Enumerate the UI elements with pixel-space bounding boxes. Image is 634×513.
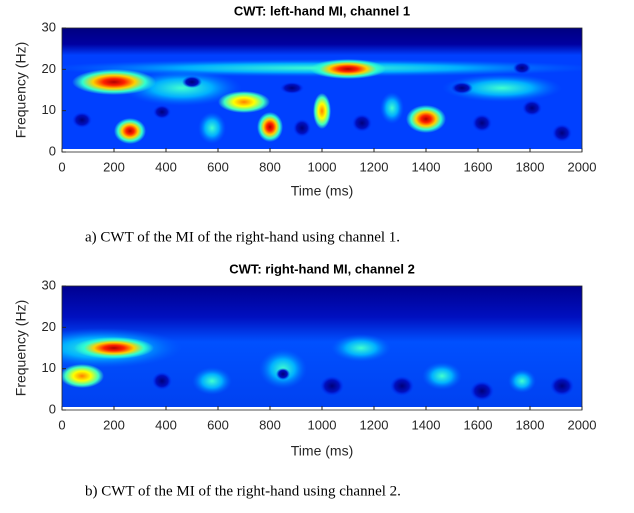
caption: b) CWT of the MI of the right-hand using…: [85, 483, 401, 499]
x-tick-label: 2000: [568, 159, 597, 174]
x-tick-label: 1200: [360, 159, 389, 174]
x-tick-label: 1000: [308, 159, 337, 174]
x-tick-label: 600: [207, 417, 229, 432]
x-tick-label: 1400: [412, 417, 441, 432]
x-tick-label: 0: [58, 159, 65, 174]
x-tick-label: 1400: [412, 159, 441, 174]
y-tick-label: 20: [42, 319, 56, 334]
x-tick-label: 200: [103, 417, 125, 432]
x-tick-label: 800: [259, 417, 281, 432]
x-tick-label: 0: [58, 417, 65, 432]
x-tick-label: 1800: [516, 417, 545, 432]
chart-title: CWT: left-hand MI, channel 1: [234, 3, 410, 18]
x-tick-label: 1200: [360, 417, 389, 432]
y-tick-label: 20: [42, 61, 56, 76]
x-tick-label: 1800: [516, 159, 545, 174]
y-tick-label: 10: [42, 360, 56, 375]
y-tick-label: 10: [42, 102, 56, 117]
y-tick-label: 30: [42, 19, 56, 34]
x-tick-label: 400: [155, 417, 177, 432]
scalogram: [42, 28, 602, 152]
chart-title: CWT: right-hand MI, channel 2: [229, 261, 415, 276]
x-tick-label: 1600: [464, 417, 493, 432]
y-axis-label: Frequency (Hz): [13, 42, 29, 138]
y-tick-label: 30: [42, 277, 56, 292]
scalogram: [22, 286, 582, 410]
x-axis-label: Time (ms): [291, 183, 353, 199]
x-tick-label: 200: [103, 159, 125, 174]
x-tick-label: 800: [259, 159, 281, 174]
y-tick-label: 0: [49, 143, 56, 158]
x-axis-label: Time (ms): [291, 443, 353, 459]
x-tick-label: 1000: [308, 417, 337, 432]
x-tick-label: 2000: [568, 417, 597, 432]
y-axis-label: Frequency (Hz): [13, 300, 29, 396]
x-tick-label: 1600: [464, 159, 493, 174]
x-tick-label: 400: [155, 159, 177, 174]
figure: CWT: left-hand MI, channel 1 Time (ms) F…: [0, 0, 634, 508]
y-tick-label: 0: [49, 401, 56, 416]
caption: a) CWT of the MI of the right-hand using…: [85, 229, 400, 245]
x-tick-label: 600: [207, 159, 229, 174]
